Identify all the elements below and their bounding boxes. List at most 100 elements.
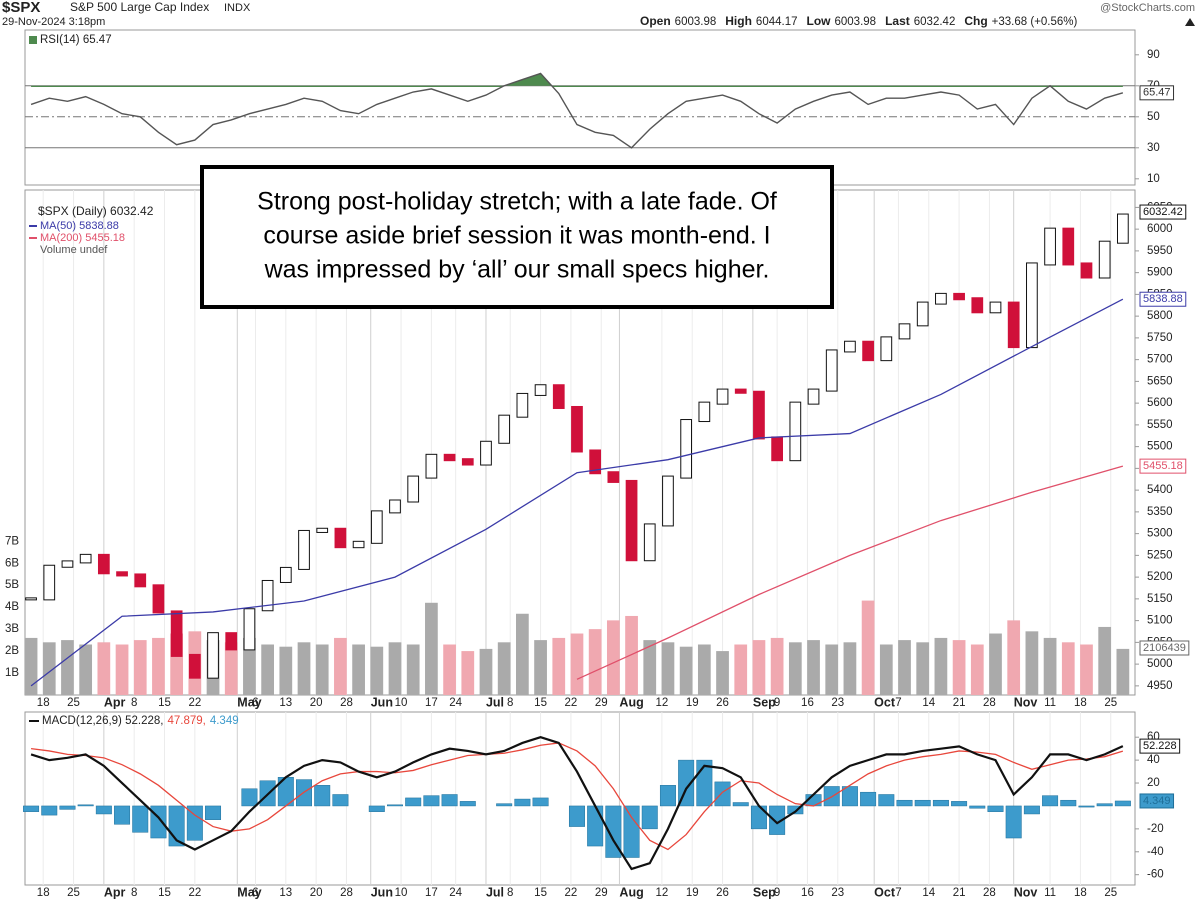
volume-tick-label: 6B bbox=[5, 557, 19, 569]
histogram-bar bbox=[1005, 805, 1022, 839]
y-tick-label: 5500 bbox=[1147, 441, 1173, 453]
candle bbox=[880, 336, 893, 362]
candle bbox=[61, 560, 74, 568]
histogram-bar bbox=[41, 805, 58, 816]
candle bbox=[1026, 262, 1038, 349]
histogram-bar bbox=[568, 805, 585, 827]
volume-bar bbox=[1080, 644, 1093, 695]
candle bbox=[789, 401, 802, 462]
last-value-box bbox=[1139, 793, 1175, 809]
candle bbox=[825, 349, 838, 392]
candle bbox=[771, 436, 783, 462]
annotation: was impressed by ‘all’ our small specs h… bbox=[264, 256, 770, 284]
candle bbox=[461, 458, 474, 466]
volume-bar bbox=[388, 642, 402, 695]
candle bbox=[370, 510, 383, 544]
volume-bar bbox=[989, 633, 1002, 695]
x-tick-label: 13 bbox=[279, 887, 292, 899]
x-tick-label: 16 bbox=[801, 697, 814, 709]
y-tick-label: 90 bbox=[1147, 49, 1160, 61]
volume-bar bbox=[461, 651, 475, 695]
last-value-box bbox=[1139, 85, 1175, 101]
volume-bar bbox=[1098, 626, 1112, 695]
histogram-bar bbox=[860, 791, 877, 807]
candle bbox=[170, 610, 183, 657]
candle bbox=[734, 388, 747, 394]
candle bbox=[334, 527, 347, 549]
x-tick-label: 11 bbox=[1044, 887, 1056, 899]
last-value: 6032.42 bbox=[1143, 206, 1183, 218]
x-tick-label: 8 bbox=[507, 887, 513, 899]
candle bbox=[188, 653, 201, 679]
candle bbox=[862, 340, 874, 362]
histogram-bar bbox=[969, 805, 986, 809]
last-value: 4.349 bbox=[1143, 795, 1171, 807]
histogram-bar bbox=[387, 804, 403, 807]
candle bbox=[243, 608, 256, 651]
y-tick-label: 4950 bbox=[1147, 680, 1173, 692]
candle bbox=[989, 301, 1002, 314]
candle bbox=[25, 597, 37, 601]
candle bbox=[261, 579, 274, 612]
candle bbox=[279, 566, 292, 583]
rsi-frame bbox=[24, 29, 1136, 186]
histogram-bar bbox=[678, 759, 695, 807]
x-tick-label: 7 bbox=[895, 887, 901, 899]
candle bbox=[607, 471, 620, 483]
y-tick-label: 30 bbox=[1147, 142, 1160, 154]
candle bbox=[298, 529, 310, 570]
candle bbox=[552, 384, 565, 409]
volume-bar bbox=[115, 644, 129, 695]
histogram-bar bbox=[659, 785, 676, 807]
last-value-box bbox=[1139, 204, 1187, 220]
legend: $SPX (Daily) 6032.42 bbox=[38, 204, 154, 218]
x-tick-label: 15 bbox=[158, 697, 171, 709]
candle bbox=[152, 584, 165, 614]
symbol: $SPX bbox=[2, 0, 40, 16]
volume-bar bbox=[534, 640, 547, 695]
x-tick-label: 21 bbox=[953, 887, 966, 899]
histogram-bar bbox=[1060, 799, 1077, 807]
legend: 47.879, bbox=[167, 715, 205, 727]
candle bbox=[498, 414, 511, 444]
ma-last-value: 5455.18 bbox=[1143, 460, 1183, 472]
x-tick-label: 22 bbox=[188, 697, 201, 709]
candle bbox=[97, 553, 110, 575]
x-tick-label: 10 bbox=[395, 697, 408, 709]
volume-bar bbox=[352, 644, 365, 695]
x-tick-label: 15 bbox=[534, 887, 547, 899]
legend: 4.349 bbox=[210, 715, 239, 727]
x-tick-label: 25 bbox=[67, 887, 80, 899]
histogram-bar bbox=[878, 794, 895, 807]
volume-bar bbox=[224, 642, 238, 695]
candle bbox=[425, 453, 438, 479]
y-tick-label: -40 bbox=[1147, 846, 1164, 858]
x-tick-label: 26 bbox=[716, 887, 729, 899]
histogram-bar bbox=[1042, 795, 1059, 807]
candle bbox=[807, 388, 820, 405]
histogram-bar bbox=[714, 781, 731, 807]
x-tick-label: 9 bbox=[774, 887, 780, 899]
histogram-bar bbox=[368, 805, 385, 812]
x-tick-label: 14 bbox=[922, 697, 935, 709]
volume-bar bbox=[61, 640, 74, 695]
x-tick-label: 15 bbox=[534, 697, 547, 709]
datetime: 29-Nov-2024 3:18pm bbox=[2, 16, 105, 28]
x-tick-label: Nov bbox=[1014, 695, 1038, 709]
volume-bar bbox=[825, 644, 839, 695]
histogram-bar bbox=[405, 797, 422, 807]
ma-last-value: 5838.88 bbox=[1143, 293, 1183, 305]
histogram-bar bbox=[186, 805, 203, 841]
candle bbox=[716, 388, 729, 405]
quote: Open 6003.98 High 6044.17 Low 6003.98 Last 6032… bbox=[640, 14, 1078, 28]
x-tick-label: 21 bbox=[953, 697, 966, 709]
histogram-bar bbox=[987, 805, 1004, 812]
histogram-bar bbox=[932, 799, 949, 807]
x-tick-label: Nov bbox=[1014, 885, 1038, 899]
y-tick-label: 5900 bbox=[1147, 267, 1173, 279]
volume-tick-label: 4B bbox=[5, 601, 19, 613]
x-tick-label: 22 bbox=[565, 887, 578, 899]
ma-last-value-box bbox=[1139, 291, 1187, 307]
x-tick-label: Oct bbox=[874, 885, 896, 899]
exchange: INDX bbox=[224, 2, 251, 14]
